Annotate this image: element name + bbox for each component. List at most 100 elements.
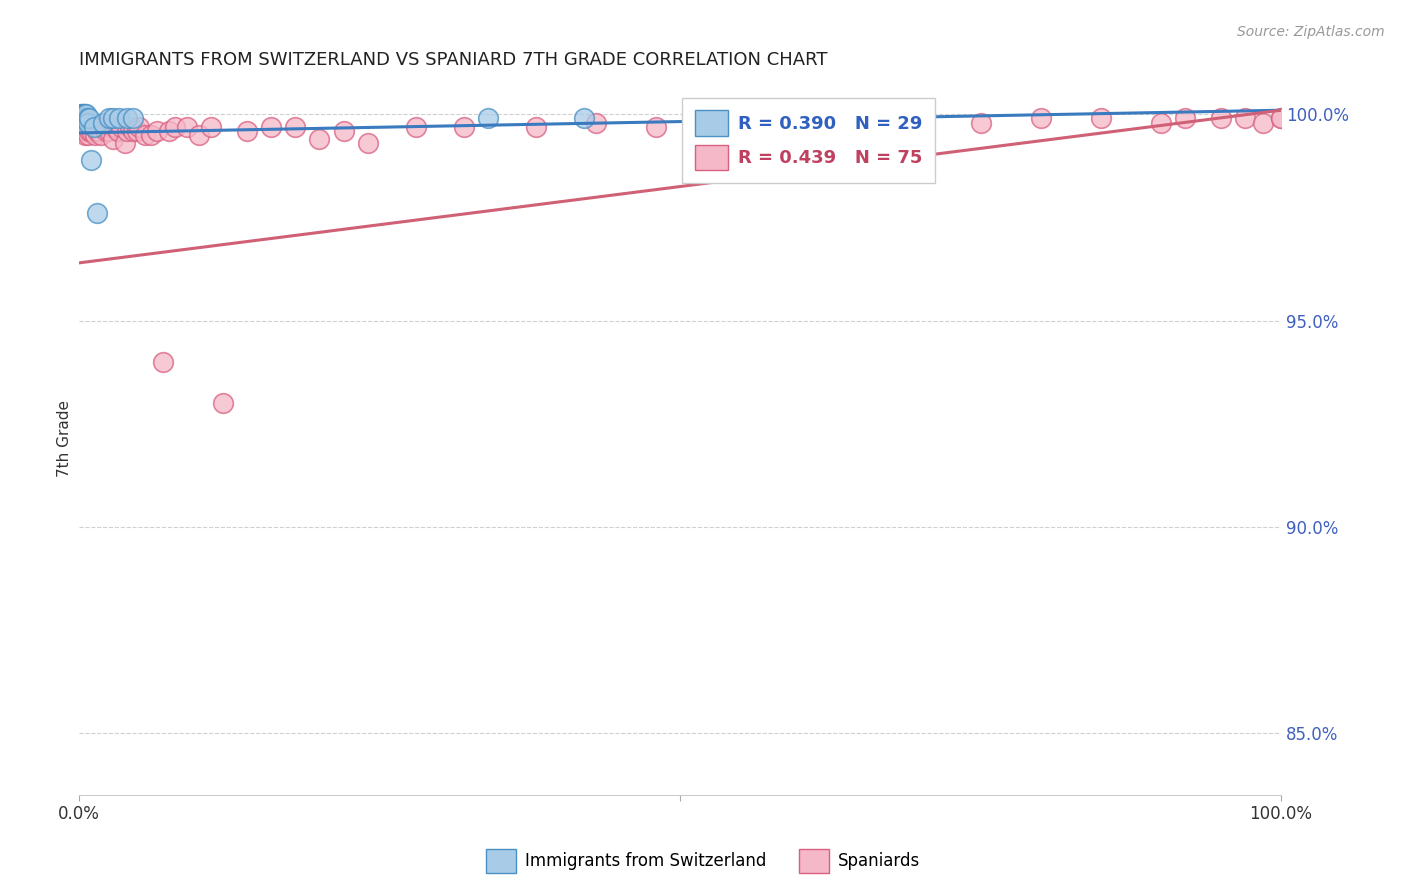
Point — [75, 107, 97, 121]
Point — [70, 115, 93, 129]
Point — [1233, 112, 1256, 126]
Point — [332, 124, 354, 138]
Point — [83, 120, 105, 134]
Point — [128, 120, 150, 134]
Point — [75, 112, 97, 126]
Point — [165, 120, 187, 134]
Point — [1270, 112, 1292, 126]
Point — [69, 107, 91, 121]
Point — [1150, 115, 1173, 129]
Point — [284, 120, 307, 134]
Point — [104, 120, 127, 134]
Point — [118, 120, 141, 134]
Point — [789, 120, 811, 134]
Point — [76, 115, 98, 129]
Point — [77, 124, 100, 138]
Point — [75, 128, 97, 142]
Point — [76, 120, 98, 134]
Point — [585, 115, 607, 129]
Point — [70, 112, 93, 126]
Point — [90, 128, 112, 142]
Point — [157, 124, 180, 138]
Point — [77, 112, 100, 126]
Point — [98, 124, 121, 138]
Point — [200, 120, 222, 134]
Text: Source: ZipAtlas.com: Source: ZipAtlas.com — [1237, 25, 1385, 39]
Point — [79, 120, 101, 134]
Point — [75, 112, 97, 126]
Legend: Immigrants from Switzerland, Spaniards: Immigrants from Switzerland, Spaniards — [479, 842, 927, 880]
Point — [969, 115, 991, 129]
Point — [73, 112, 96, 126]
Point — [91, 120, 114, 134]
Point — [141, 128, 163, 142]
Point — [101, 132, 124, 146]
Point — [94, 124, 117, 138]
Point — [83, 120, 105, 134]
Point — [83, 128, 105, 142]
Point — [75, 120, 97, 134]
Point — [72, 115, 94, 129]
Point — [152, 355, 174, 369]
Point — [89, 120, 111, 134]
Point — [91, 115, 114, 129]
Point — [80, 120, 103, 134]
Point — [70, 107, 93, 121]
Point — [356, 136, 378, 151]
Point — [188, 128, 211, 142]
Point — [107, 112, 129, 126]
Point — [107, 124, 129, 138]
Point — [98, 112, 121, 126]
Point — [645, 120, 668, 134]
Point — [80, 124, 103, 138]
Point — [73, 112, 96, 126]
Point — [76, 112, 98, 126]
Point — [75, 124, 97, 138]
Point — [134, 128, 156, 142]
Point — [1251, 115, 1274, 129]
Point — [80, 153, 103, 167]
Point — [73, 120, 96, 134]
Point — [910, 120, 932, 134]
Point — [100, 120, 122, 134]
Point — [212, 396, 235, 410]
Point — [73, 107, 96, 121]
Point — [146, 124, 169, 138]
Point — [849, 120, 872, 134]
Point — [453, 120, 475, 134]
Point — [405, 120, 427, 134]
Point — [125, 124, 148, 138]
Point — [524, 120, 547, 134]
Point — [73, 124, 96, 138]
Point — [741, 136, 763, 151]
Point — [1090, 112, 1112, 126]
Point — [110, 120, 132, 134]
Point — [86, 206, 108, 220]
Point — [76, 128, 98, 142]
Point — [70, 120, 93, 134]
Point — [1270, 112, 1292, 126]
Point — [69, 112, 91, 126]
Legend: R = 0.390   N = 29, R = 0.439   N = 75: R = 0.390 N = 29, R = 0.439 N = 75 — [682, 97, 935, 183]
Point — [86, 120, 108, 134]
Point — [693, 120, 716, 134]
Point — [122, 124, 145, 138]
Point — [477, 112, 499, 126]
Point — [69, 124, 91, 138]
Point — [114, 136, 136, 151]
Point — [176, 120, 198, 134]
Point — [75, 107, 97, 121]
Point — [1029, 112, 1052, 126]
Point — [115, 124, 138, 138]
Point — [98, 120, 121, 134]
Point — [1209, 112, 1232, 126]
Point — [122, 112, 145, 126]
Point — [308, 132, 330, 146]
Point — [572, 112, 595, 126]
Text: IMMIGRANTS FROM SWITZERLAND VS SPANIARD 7TH GRADE CORRELATION CHART: IMMIGRANTS FROM SWITZERLAND VS SPANIARD … — [79, 51, 828, 69]
Point — [236, 124, 259, 138]
Y-axis label: 7th Grade: 7th Grade — [58, 400, 72, 476]
Point — [70, 112, 93, 126]
Point — [86, 124, 108, 138]
Point — [72, 112, 94, 126]
